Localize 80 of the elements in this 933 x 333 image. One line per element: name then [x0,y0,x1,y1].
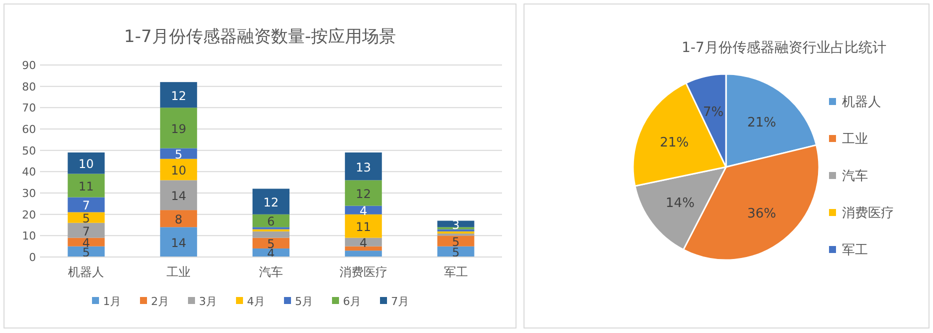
data-label: 11 [356,220,372,234]
data-label: 7 [82,224,90,238]
x-tick-label: 消费医疗 [339,265,388,279]
data-label: 21% [747,116,776,131]
bar [252,188,290,214]
bar [160,108,198,148]
legend-label: 2月 [151,295,169,308]
legend-label: 6月 [343,295,361,308]
bar [68,152,105,174]
bar [344,246,382,251]
x-tick-label: 机器人 [68,265,104,279]
legend-label: 机器人 [842,95,881,110]
legend-label: 1月 [103,295,121,308]
bar [252,231,290,238]
legend-label: 工业 [842,132,868,147]
bar [68,238,105,246]
legend-label: 4月 [247,295,265,308]
y-tick-label: 10 [22,230,36,243]
y-tick-label: 50 [22,144,36,158]
data-label: 13 [356,160,372,174]
legend-label: 军工 [842,243,868,258]
data-label: 10 [78,157,94,172]
bar [160,210,198,228]
x-tick-label: 工业 [166,265,191,279]
bar [160,227,198,257]
data-label: 14 [170,236,186,250]
bar [68,212,105,223]
bar [344,238,382,246]
data-label: 12 [170,88,186,103]
data-label: 36% [747,206,776,222]
data-label: 7 [82,198,90,213]
x-tick-label: 汽车 [259,265,283,279]
data-label: 4 [360,236,368,250]
bar [344,180,382,206]
y-tick-label: 60 [22,123,36,136]
bar [160,82,198,108]
data-label: 8 [174,212,182,227]
data-label: 12 [356,187,372,201]
bar [437,231,474,234]
data-label: 7% [702,104,724,120]
data-label: 14% [666,196,695,211]
bar [68,197,105,212]
legend-label: 3月 [199,295,217,308]
bar [68,222,105,238]
bar [160,180,198,210]
data-label: 10 [170,164,186,178]
bar [437,236,474,246]
y-tick-label: 40 [22,166,36,179]
bar [160,158,198,180]
data-label: 21% [660,135,689,150]
data-label: 19 [170,122,186,136]
y-tick-label: 90 [22,59,36,72]
y-tick-label: 0 [29,251,36,264]
data-label: 5 [82,212,90,226]
bar [68,174,105,198]
chart-title: 1-7月份传感器融资行业占比统计 [682,40,886,56]
bar [344,152,382,180]
legend-label: 5月 [295,295,313,308]
legend-label: 7月 [391,295,409,308]
chart-title: 1-7月份传感器融资数量-按应用场景 [124,27,396,47]
y-tick-label: 20 [22,208,36,222]
y-tick-label: 70 [22,102,36,115]
data-label: 12 [263,196,279,210]
bar [344,250,382,257]
data-label: 11 [78,180,94,194]
bar [160,148,198,159]
data-label: 5 [174,148,182,162]
bar [344,206,382,214]
data-label: 14 [170,189,186,204]
y-tick-label: 30 [22,187,36,200]
bar [252,214,290,228]
x-tick-label: 军工 [444,265,468,279]
bar [344,214,382,238]
bar [252,238,290,248]
data-label: 6 [267,214,275,229]
data-label: 4 [360,204,368,218]
legend-label: 汽车 [842,169,868,184]
legend-label: 消费医疗 [842,206,894,221]
y-tick-label: 80 [22,80,36,94]
bar [437,220,474,228]
